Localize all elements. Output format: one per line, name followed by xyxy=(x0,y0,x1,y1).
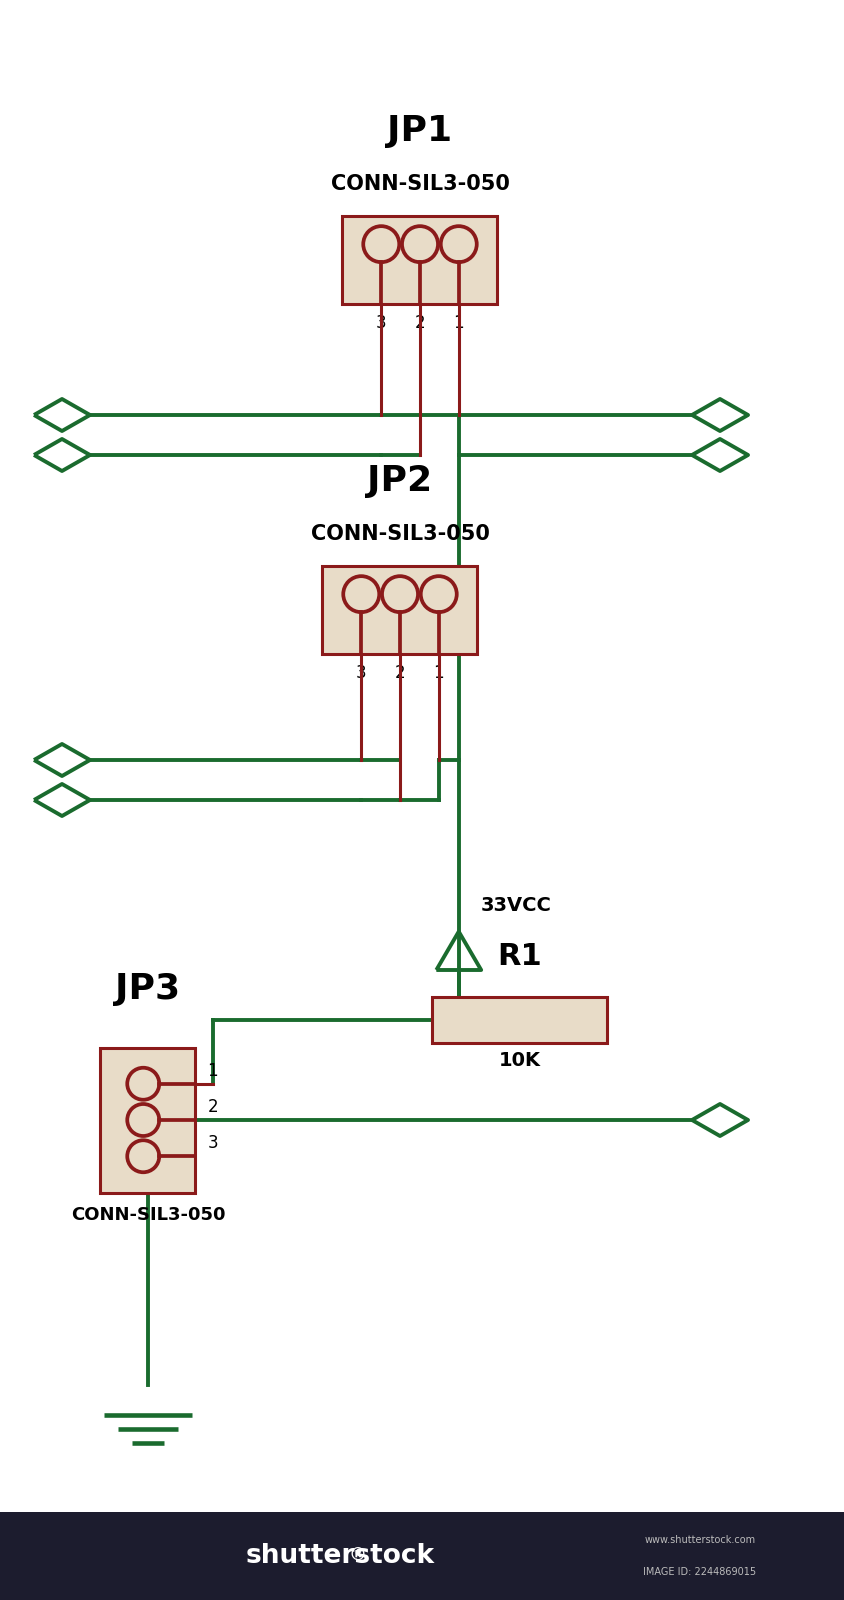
Text: www.shutterstock.com: www.shutterstock.com xyxy=(644,1534,755,1546)
Bar xyxy=(432,997,607,1043)
Text: 3: 3 xyxy=(376,314,386,333)
Text: shutterstock: shutterstock xyxy=(245,1542,434,1570)
Text: 3: 3 xyxy=(355,664,366,682)
Text: 3: 3 xyxy=(208,1134,218,1152)
Text: CONN-SIL3-050: CONN-SIL3-050 xyxy=(311,525,489,544)
Text: JP1: JP1 xyxy=(387,114,452,149)
Text: JP2: JP2 xyxy=(367,464,432,498)
Bar xyxy=(100,1048,195,1192)
Text: 33VCC: 33VCC xyxy=(480,896,551,915)
Text: 1: 1 xyxy=(453,314,463,333)
Text: 2: 2 xyxy=(208,1098,218,1117)
Text: 2: 2 xyxy=(394,664,405,682)
Bar xyxy=(322,566,477,654)
Bar xyxy=(342,216,497,304)
Text: ®: ® xyxy=(349,1547,366,1565)
Bar xyxy=(0,1512,844,1600)
Text: 1: 1 xyxy=(208,1062,218,1080)
Text: 1: 1 xyxy=(433,664,444,682)
Text: IMAGE ID: 2244869015: IMAGE ID: 2244869015 xyxy=(642,1566,755,1578)
Text: CONN-SIL3-050: CONN-SIL3-050 xyxy=(71,1206,225,1224)
Text: 10K: 10K xyxy=(499,1051,540,1070)
Text: R1: R1 xyxy=(497,942,542,971)
Text: CONN-SIL3-050: CONN-SIL3-050 xyxy=(330,174,509,194)
Text: JP3: JP3 xyxy=(116,971,181,1005)
Text: 2: 2 xyxy=(414,314,425,333)
